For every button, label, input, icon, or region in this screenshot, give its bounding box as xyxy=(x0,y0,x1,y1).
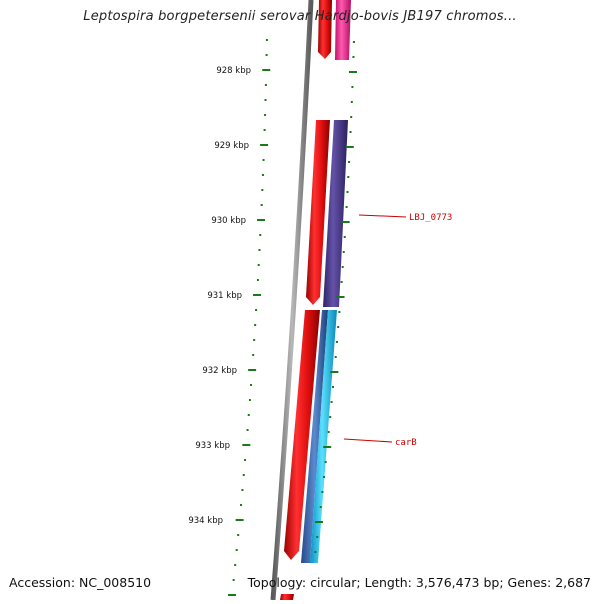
gene-LBJ_0773[interactable] xyxy=(323,120,348,307)
ruler-major-ticks xyxy=(228,69,271,596)
gene-label-LBJ_0773[interactable]: LBJ_0773 xyxy=(409,213,452,223)
gene-bottom-red[interactable] xyxy=(280,594,294,600)
gene-carB-blue[interactable] xyxy=(301,310,328,563)
ruler-label-932: 932 kbp xyxy=(202,366,237,376)
chromosome-backbone xyxy=(270,0,314,601)
accession-text: Accession: NC_008510 xyxy=(9,575,152,590)
genome-summary-text: Topology: circular; Length: 3,576,473 bp… xyxy=(247,575,591,590)
gene-red-3[interactable] xyxy=(284,310,320,560)
gene-label-carB[interactable]: carB xyxy=(395,438,417,448)
ruler-label-930: 930 kbp xyxy=(211,216,246,226)
gene-pink[interactable] xyxy=(335,0,351,60)
label-line-LBJ_0773 xyxy=(358,214,407,218)
inner-ruler-ticks xyxy=(314,41,357,553)
ruler-label-928: 928 kbp xyxy=(216,66,251,76)
ruler-label-931: 931 kbp xyxy=(207,291,242,301)
map-title: Leptospira borgpetersenii serovar Hardjo… xyxy=(83,9,517,24)
gene-carB[interactable] xyxy=(310,310,337,563)
ruler-label-933: 933 kbp xyxy=(195,441,230,451)
gene-red-2[interactable] xyxy=(306,120,330,305)
ruler-minor-ticks xyxy=(232,39,268,581)
label-line-carB xyxy=(343,438,393,443)
ruler-label-929: 929 kbp xyxy=(214,141,249,151)
ruler-label-934: 934 kbp xyxy=(188,516,223,526)
gene-top-red[interactable] xyxy=(318,0,332,59)
